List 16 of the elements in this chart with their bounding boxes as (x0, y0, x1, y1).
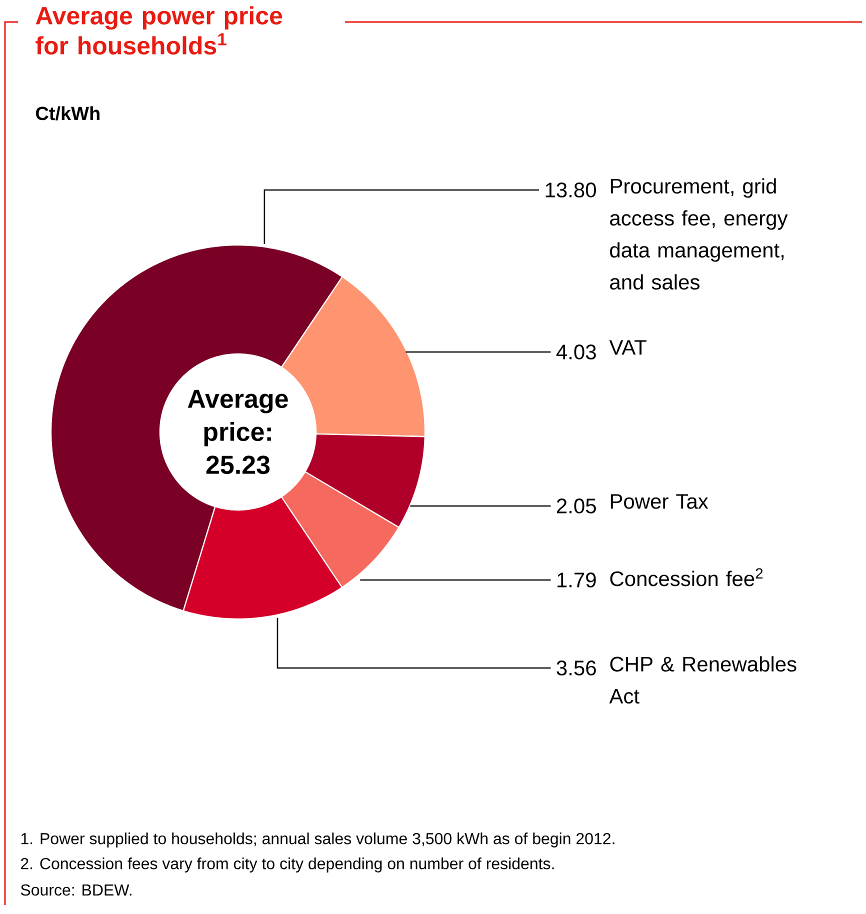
data-label: 3.56 (556, 660, 596, 676)
chart-title: Average power price for households$^{1}$ (36, 6, 282, 55)
data-label: 1.79 (558, 572, 596, 588)
chart-subtitle: Ct/kWh (36, 106, 100, 120)
slice-label: VAT (609, 340, 646, 355)
slice-label: Procurement, grid access fee, energy data management, and sales (610, 178, 788, 290)
slice-label: CHP & Renewables Act (609, 656, 796, 704)
slice-label: Power Tax (610, 494, 708, 509)
source-note: Source: BDEW. (20, 884, 132, 896)
data-label: 4.03 (556, 344, 596, 360)
data-label: 2.05 (556, 498, 596, 514)
text: Average price: 25.23 (188, 390, 288, 474)
text: 2. Concession fees vary from city to city depending on number of residents. (21, 858, 554, 872)
data-label: 13.80 (546, 182, 596, 198)
text: 1. Power supplied to households; annual sales volume 3,500 kWh as of begin 2012. (21, 832, 614, 848)
slice-label: Concession fee$^{2}$ (610, 568, 763, 586)
